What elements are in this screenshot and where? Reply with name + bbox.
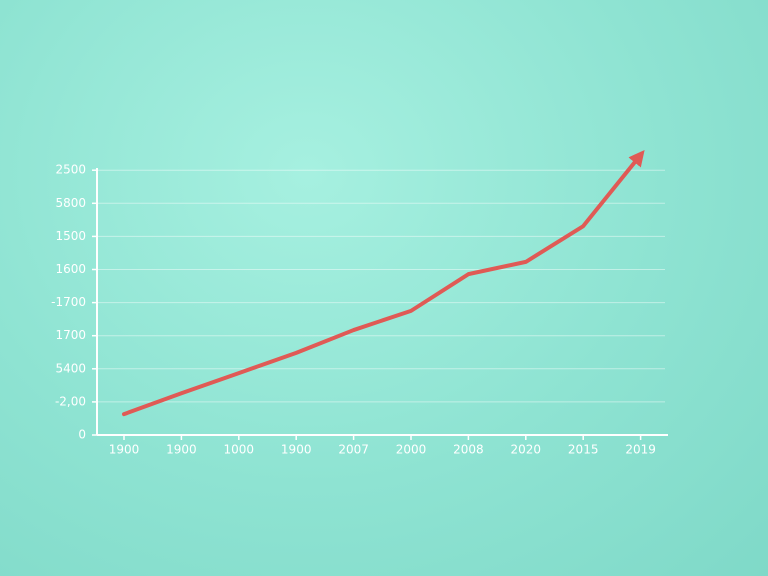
y-tick-label: -1700 [51,295,86,309]
y-tick-label: 2500 [55,163,86,177]
y-tick-label: 1700 [55,328,86,342]
x-tick-label: 2000 [396,443,427,457]
x-tick-label: 2020 [511,443,542,457]
x-tick-label: 1900 [281,443,312,457]
y-tick-label: 1500 [55,229,86,243]
line [122,149,645,417]
x-tick-label: 1900 [166,443,197,457]
x-tick-label: 1000 [224,443,255,457]
y-tick-label: 0 [78,428,86,442]
y-tick-label: 5800 [55,196,86,210]
x-tick-label: 2015 [568,443,599,457]
y-tick-label: -2,00 [55,394,86,408]
x-tick-label: 2008 [453,443,484,457]
y-tick-label: 5400 [55,361,86,375]
x-tick-label: 2007 [338,443,369,457]
y-tick-label: 1600 [55,262,86,276]
x-tick-label: 1900 [109,443,140,457]
x-tick-label: 2019 [625,443,656,457]
